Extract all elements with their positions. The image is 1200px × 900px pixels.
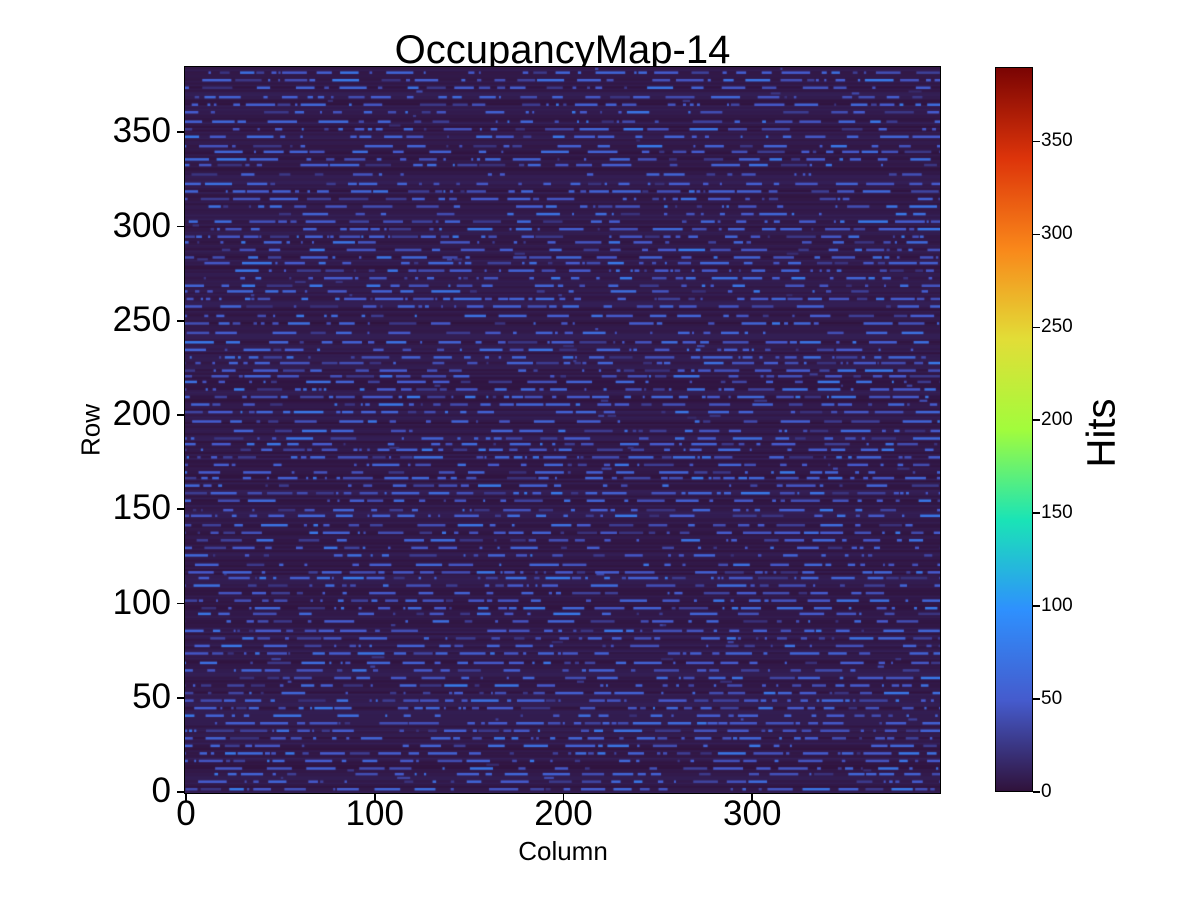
x-axis-label: Column bbox=[518, 836, 608, 866]
colorbar-tick-mark bbox=[1033, 512, 1040, 514]
colorbar-tick-mark bbox=[1033, 140, 1040, 143]
colorbar-tick-mark bbox=[1033, 419, 1040, 421]
chart-title: OccupancyMap-14 bbox=[394, 28, 731, 72]
colorbar-tick-label: 350 bbox=[1041, 130, 1073, 152]
colorbar bbox=[995, 67, 1033, 792]
colorbar-tick-mark bbox=[1033, 605, 1040, 607]
y-tick-label: 200 bbox=[112, 394, 171, 434]
y-tick-mark bbox=[177, 791, 184, 793]
y-tick-label: 350 bbox=[112, 111, 171, 151]
y-tick-label: 100 bbox=[112, 582, 171, 622]
colorbar-label: Hits bbox=[1079, 398, 1124, 468]
colorbar-tick-label: 150 bbox=[1041, 502, 1073, 524]
y-tick-label: 150 bbox=[112, 488, 171, 528]
y-tick-mark bbox=[177, 131, 184, 134]
y-tick-mark bbox=[177, 319, 184, 322]
x-tick-mark bbox=[185, 794, 187, 801]
y-tick-mark bbox=[177, 602, 184, 605]
colorbar-tick-label: 200 bbox=[1041, 409, 1073, 431]
colorbar-tick-label: 300 bbox=[1041, 223, 1073, 245]
colorbar-tick-label: 250 bbox=[1041, 316, 1073, 338]
y-tick-label: 0 bbox=[151, 771, 171, 811]
colorbar-tick-label: 0 bbox=[1041, 781, 1052, 803]
x-tick-label: 0 bbox=[176, 794, 196, 833]
x-tick-label: 200 bbox=[534, 794, 593, 833]
colorbar-tick-label: 100 bbox=[1041, 595, 1073, 617]
colorbar-tick-mark bbox=[1033, 791, 1040, 793]
y-axis-label: Row bbox=[75, 403, 106, 457]
y-tick-mark bbox=[177, 414, 184, 416]
colorbar-tick-mark bbox=[1033, 326, 1040, 328]
y-tick-mark bbox=[177, 508, 184, 511]
heatmap-canvas bbox=[185, 67, 940, 793]
x-tick-label: 100 bbox=[345, 794, 404, 833]
colorbar-tick-label: 50 bbox=[1041, 688, 1063, 710]
y-tick-label: 300 bbox=[112, 205, 171, 245]
y-tick-label: 50 bbox=[132, 676, 171, 716]
x-tick-mark bbox=[751, 794, 754, 801]
x-tick-label: 300 bbox=[723, 794, 782, 833]
colorbar-tick-mark bbox=[1033, 698, 1040, 700]
colorbar-tick-mark bbox=[1033, 233, 1040, 236]
y-tick-mark bbox=[177, 225, 184, 228]
x-tick-mark bbox=[562, 794, 565, 801]
x-tick-mark bbox=[373, 794, 376, 801]
y-tick-mark bbox=[177, 696, 184, 699]
y-tick-label: 250 bbox=[112, 299, 171, 339]
